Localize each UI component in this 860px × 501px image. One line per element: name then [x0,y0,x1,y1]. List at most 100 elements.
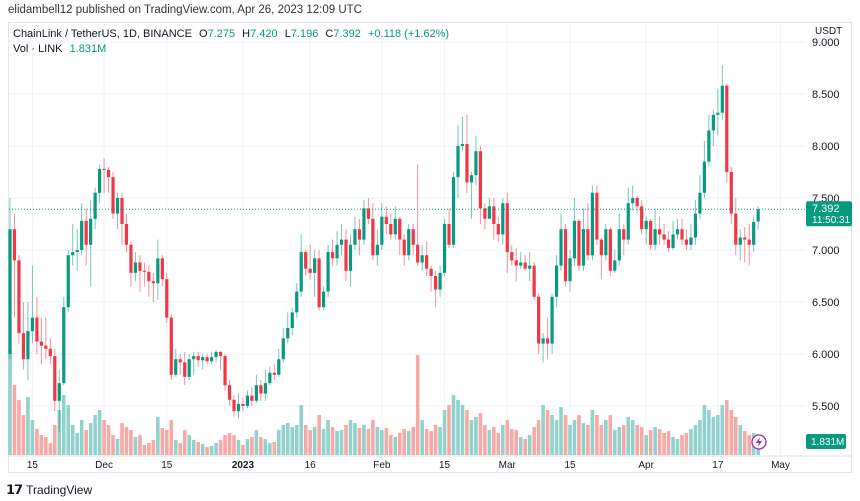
volume-bar [608,415,613,455]
volume-bar [147,443,151,455]
candle-body [402,239,406,256]
candle-body [626,203,630,240]
volume-bar [106,425,111,455]
candle-body [528,265,532,269]
candle-body [747,239,751,245]
volume-bar [424,429,429,455]
candle-body [608,229,612,271]
volume-bar [362,425,366,455]
candle-body [496,224,500,235]
candle-body [586,229,590,256]
volume-bar [182,430,187,455]
candle-body [577,220,581,266]
volume-bar [75,433,79,455]
candle-body [729,172,733,214]
volume-bar [142,445,147,455]
price-tick-label: 7.000 [812,245,840,257]
volume-bar [209,446,214,455]
volume-bar [639,427,644,455]
candle-body [218,351,223,357]
time-tick-label: Mar [499,460,517,471]
candle-body [115,198,120,214]
candle-body [407,229,411,256]
candle-body [322,291,326,308]
volume-bar [35,429,39,455]
candle-body [236,403,241,412]
volume-bar [196,442,200,455]
volume-bar [384,428,389,455]
volume-bar [30,420,35,455]
volume-bar [586,425,590,455]
volume-bar [268,443,272,455]
volume-bar [389,435,393,455]
candle-body [8,229,12,354]
volume-bar [487,430,492,455]
candle-body [680,229,684,240]
candle-body [604,229,608,256]
volume-bar [160,428,165,455]
candle-body [622,229,626,240]
candle-body [48,348,52,357]
chart-legend: ChainLink / TetherUS, 1D, BINANCE O7.275… [13,27,453,57]
candle-body [30,317,34,332]
time-tick-label: 15 [564,460,576,471]
volume-bar [505,420,510,455]
tradingview-logo[interactable]: 𝟭𝟳 TradingView [6,482,92,498]
volume-bar [348,420,353,455]
candle-body [178,359,182,363]
candle-body [299,252,303,292]
volume-bar [57,410,62,455]
volume-bar [653,427,657,455]
candle-body [160,258,164,280]
volume-bar [742,431,747,455]
candle-body [743,237,747,240]
candle-body [653,229,657,245]
volume-bar [330,427,335,455]
candle-body [738,237,742,245]
volume-bar [88,423,93,455]
candle-body [214,351,218,358]
candle-body [532,265,536,297]
volume-bar [227,433,232,455]
volume-bar [223,435,227,455]
candle-body [438,272,442,290]
candle-body [442,224,447,273]
candle-body [241,403,245,406]
candle-body [232,399,236,412]
low-label: L [284,28,291,40]
candle-body [223,356,227,386]
candle-body [21,333,26,360]
symbol-title[interactable]: ChainLink / TetherUS, 1D, BINANCE [13,28,192,40]
volume-bar [554,420,559,455]
volume-label[interactable]: Vol · LINK [13,43,63,55]
candle-body [75,250,79,253]
axes: 9.0008.5008.0007.5007.0006.5006.0005.500… [9,26,852,471]
candle-body [546,338,550,344]
candle-body [389,224,393,235]
volume-bar [129,430,133,455]
candle-body [698,192,702,214]
volume-bar [438,427,442,455]
candle-body [313,258,317,273]
volume-bar [577,415,581,455]
candle-body [362,208,366,240]
volume-bar [214,443,218,455]
lightning-icon-bolt [756,437,762,447]
lightning-icon[interactable] [751,434,767,450]
volume-bar [689,429,693,455]
candle-body [416,244,420,263]
candle-body [102,168,106,170]
volume-bar [133,437,138,455]
price-tick-label: 5.500 [812,401,840,413]
candle-body [44,345,48,349]
candle-body [201,357,205,361]
candle-body [93,192,97,219]
volume-bar [707,410,711,455]
last-volume-badge [806,434,846,449]
candle-body [375,244,379,256]
volume-bar [259,437,263,455]
candle-body [165,279,169,318]
time-tick-label: Feb [373,460,391,471]
candle-body [98,168,102,193]
